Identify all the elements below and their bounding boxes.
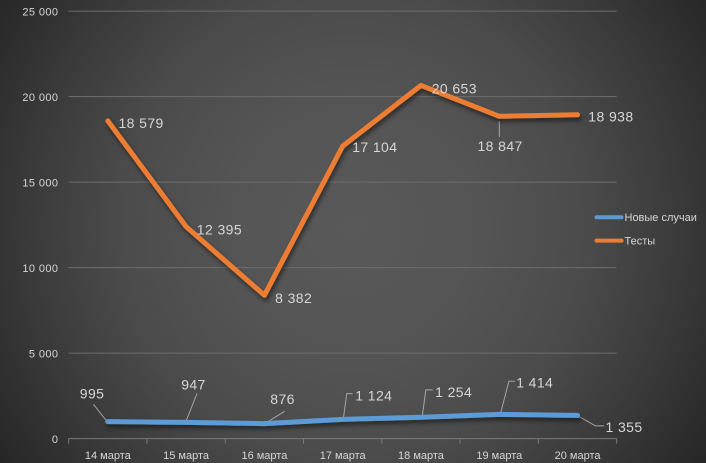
svg-text:17 104: 17 104 <box>352 139 397 155</box>
svg-text:1 254: 1 254 <box>435 384 472 400</box>
svg-text:18 847: 18 847 <box>478 138 523 154</box>
svg-text:20 000: 20 000 <box>22 92 58 104</box>
svg-text:0: 0 <box>52 434 59 446</box>
svg-text:20 марта: 20 марта <box>555 450 602 462</box>
svg-text:18 579: 18 579 <box>119 115 164 131</box>
svg-text:Новые случаи: Новые случаи <box>625 212 697 224</box>
svg-text:947: 947 <box>181 376 206 392</box>
svg-text:17 марта: 17 марта <box>320 450 367 462</box>
svg-text:995: 995 <box>80 386 105 402</box>
svg-text:20 653: 20 653 <box>432 81 477 97</box>
svg-text:19 марта: 19 марта <box>476 450 523 462</box>
svg-text:876: 876 <box>270 391 295 407</box>
svg-text:12 395: 12 395 <box>197 222 242 238</box>
svg-text:1 414: 1 414 <box>516 375 553 391</box>
svg-text:18 938: 18 938 <box>588 109 633 125</box>
svg-text:16 марта: 16 марта <box>241 450 288 462</box>
svg-text:25 000: 25 000 <box>22 7 58 19</box>
svg-text:1 124: 1 124 <box>355 388 392 404</box>
svg-text:1 355: 1 355 <box>606 419 643 435</box>
svg-text:15 000: 15 000 <box>22 178 58 190</box>
svg-text:8 382: 8 382 <box>275 290 312 306</box>
svg-text:5 000: 5 000 <box>29 349 59 361</box>
svg-text:18 марта: 18 марта <box>398 450 445 462</box>
svg-text:15 марта: 15 марта <box>163 450 210 462</box>
svg-text:Тесты: Тесты <box>625 236 656 248</box>
svg-text:10 000: 10 000 <box>22 263 58 275</box>
svg-text:14 марта: 14 марта <box>85 450 132 462</box>
